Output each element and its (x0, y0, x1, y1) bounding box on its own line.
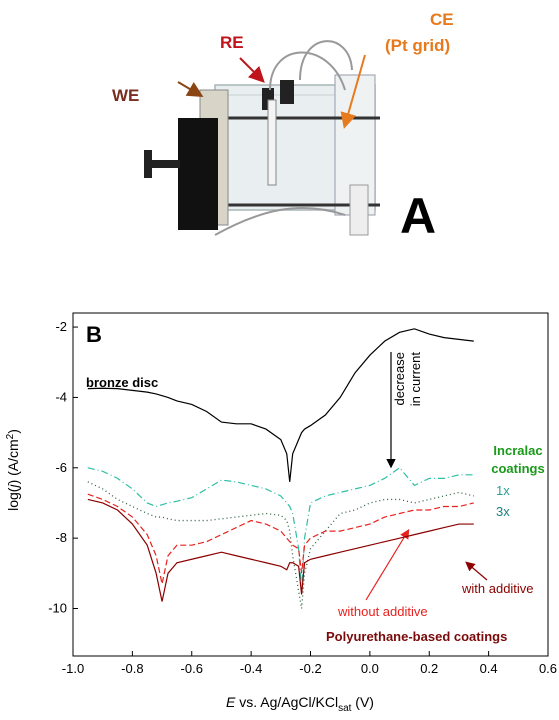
y-axis-label-part: ) (5, 429, 21, 434)
x-tick-label: -0.6 (181, 661, 203, 676)
y-axis-label-part: 2 (5, 433, 16, 439)
series-label: 3x (496, 504, 510, 519)
series-line (87, 328, 474, 482)
x-axis-label-part: vs. Ag/AgCl/KCl (235, 694, 338, 710)
annotation: in current (408, 352, 423, 407)
x-tick-label: 0.4 (480, 661, 498, 676)
y-axis-label-part: log( (5, 487, 21, 511)
x-axis-label-part: (V) (351, 694, 374, 710)
panel-label: B (86, 322, 102, 347)
x-axis-label: E vs. Ag/AgCl/KClsat (V) (226, 694, 374, 714)
series-line (87, 498, 474, 602)
series-label: with additive (461, 581, 534, 596)
y-tick-label: -2 (55, 319, 67, 334)
x-tick-label: -0.2 (299, 661, 321, 676)
annotation: decrease (392, 352, 407, 405)
y-tick-label: -10 (48, 601, 67, 616)
arrow (239, 57, 265, 83)
arrow (465, 561, 488, 581)
x-axis-label-part: sat (338, 703, 352, 714)
series-label: 1x (496, 483, 510, 498)
x-tick-label: 0.2 (420, 661, 438, 676)
series-line (87, 493, 474, 585)
y-tick-label: -4 (55, 389, 67, 404)
x-tick-label: -1.0 (62, 661, 84, 676)
panel-label: A (400, 188, 436, 244)
re-label: RE (220, 33, 244, 52)
ce-label: (Pt grid) (385, 36, 450, 55)
x-tick-label: 0.6 (539, 661, 557, 676)
arrow (340, 54, 366, 129)
y-axis-label: log(j) (A/cm2) (5, 429, 21, 511)
series-line (87, 466, 474, 591)
arrow (365, 528, 410, 601)
series-line (87, 481, 474, 609)
x-tick-label: -0.8 (121, 661, 143, 676)
y-axis-label-part: j (5, 484, 21, 490)
ce-label: CE (430, 10, 454, 29)
x-axis-label-part: E (226, 694, 236, 710)
annotation: Polyurethane-based coatings (326, 629, 507, 644)
arrow (177, 81, 204, 98)
x-tick-label: -0.4 (240, 661, 262, 676)
x-tick-label: 0.0 (361, 661, 379, 676)
y-tick-label: -6 (55, 460, 67, 475)
y-axis-label-part: ) (A/cm (5, 439, 21, 484)
annotation: coatings (491, 461, 544, 476)
y-tick-label: -8 (55, 530, 67, 545)
we-label: WE (112, 86, 139, 105)
series-label: without additive (337, 604, 428, 619)
series-label: bronze disc (86, 375, 158, 390)
cell-photo (144, 40, 380, 236)
plot-frame (72, 312, 549, 657)
annotation: Incralac (493, 443, 542, 458)
